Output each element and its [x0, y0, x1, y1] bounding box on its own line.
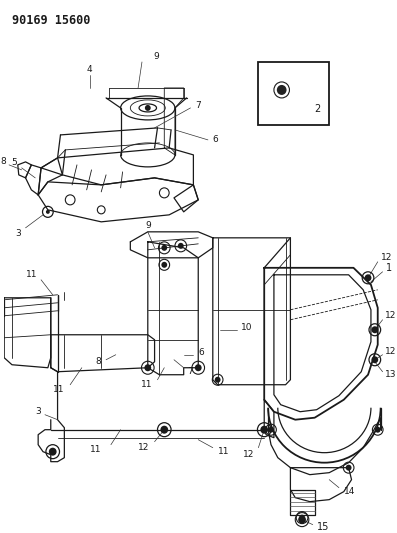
Text: 11: 11 [218, 447, 229, 456]
Circle shape [372, 326, 378, 333]
Text: 12: 12 [385, 347, 396, 356]
Circle shape [346, 465, 351, 471]
Circle shape [46, 210, 50, 214]
Text: 6: 6 [213, 135, 218, 144]
Circle shape [215, 377, 221, 383]
Text: 8: 8 [0, 157, 6, 166]
Circle shape [178, 243, 184, 249]
Text: 4: 4 [87, 66, 93, 75]
Circle shape [161, 262, 167, 268]
Text: 2: 2 [314, 104, 321, 114]
Text: 11: 11 [141, 380, 152, 389]
Text: 12: 12 [139, 443, 150, 452]
Circle shape [160, 426, 168, 434]
Text: 1: 1 [385, 263, 391, 273]
Text: 5: 5 [11, 158, 17, 167]
Text: 11: 11 [90, 445, 101, 454]
Circle shape [195, 364, 202, 372]
Text: 14: 14 [344, 487, 355, 496]
Text: 3: 3 [35, 407, 41, 416]
Text: 12: 12 [243, 450, 254, 459]
Circle shape [299, 515, 305, 521]
Text: 9: 9 [154, 52, 160, 61]
Circle shape [364, 274, 372, 281]
Text: 13: 13 [385, 370, 396, 379]
Circle shape [260, 426, 268, 434]
Circle shape [375, 427, 381, 433]
Circle shape [145, 364, 151, 372]
Text: 7: 7 [187, 367, 193, 376]
Text: 3: 3 [15, 229, 21, 238]
Circle shape [161, 245, 167, 251]
Circle shape [145, 105, 151, 111]
Text: 11: 11 [53, 385, 64, 394]
Text: 10: 10 [241, 324, 252, 332]
Text: 12: 12 [385, 311, 396, 320]
Circle shape [49, 448, 57, 456]
Circle shape [372, 356, 378, 364]
Text: 8: 8 [95, 357, 101, 366]
Text: 12: 12 [381, 253, 392, 262]
Text: 15: 15 [317, 522, 329, 531]
Circle shape [277, 85, 287, 95]
Text: 6: 6 [198, 348, 204, 357]
Text: 7: 7 [195, 101, 201, 110]
Text: 90169 15600: 90169 15600 [12, 14, 91, 27]
Circle shape [298, 515, 306, 523]
Text: 11: 11 [26, 270, 37, 279]
Bar [258, 62, 329, 125]
Circle shape [268, 427, 274, 433]
Text: 9: 9 [145, 221, 151, 230]
